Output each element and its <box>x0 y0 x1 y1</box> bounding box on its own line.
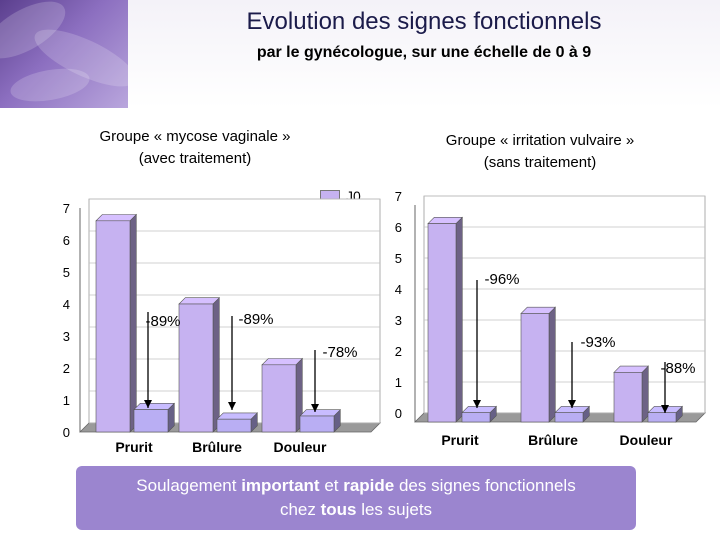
reduction-annotation-0: -96% <box>484 271 519 288</box>
banner-text-4: chez <box>279 500 321 519</box>
annotation-arrowhead-1 <box>568 400 576 408</box>
banner-strong-rapide: rapide <box>343 476 395 495</box>
y-tick-label: 7 <box>63 201 70 216</box>
y-tick-label: 7 <box>395 189 402 204</box>
reduction-annotation-1: -93% <box>580 334 615 351</box>
bar-top-j0-0 <box>427 217 464 224</box>
group-left-line1: Groupe « mycose vaginale » <box>99 128 291 145</box>
y-tick-label: 1 <box>395 375 402 390</box>
bar-side-j0-1 <box>548 306 556 423</box>
category-label-1: Brûlure <box>192 439 242 455</box>
reduction-annotation-0: -89% <box>145 313 180 330</box>
bar-top-j0-2 <box>613 365 650 373</box>
bar-side-j0-2 <box>641 365 649 423</box>
bar-j7-0 <box>133 409 169 433</box>
category-label-0: Prurit <box>441 432 479 448</box>
bar-j7-2 <box>647 412 677 423</box>
reduction-annotation-2: -78% <box>322 344 357 361</box>
bar-j7-2 <box>299 415 335 433</box>
annotation-arrowhead-2 <box>661 405 669 413</box>
header-background <box>128 0 720 108</box>
group-right-line1: Groupe « irritation vulvaire » <box>445 132 635 149</box>
annotation-arrowhead-2 <box>311 404 319 412</box>
y-tick-label: 0 <box>63 425 70 440</box>
bar-top-j0-1 <box>520 306 557 314</box>
slide-title: Evolution des signes fonctionnels <box>246 8 602 35</box>
plot-back-wall <box>423 195 706 414</box>
group-left-line2: (avec traitement) <box>138 150 252 167</box>
category-label-2: Douleur <box>620 432 673 448</box>
reduction-annotation-2: -88% <box>660 360 695 377</box>
y-tick-label: 4 <box>63 297 70 312</box>
y-tick-label: 5 <box>395 251 402 266</box>
bar-j7-1 <box>554 412 584 423</box>
y-tick-label: 0 <box>395 406 402 421</box>
bar-j0-1 <box>178 303 214 433</box>
y-tick-label: 2 <box>63 361 70 376</box>
bar-side-j0-0 <box>455 216 463 423</box>
banner-text-1: Soulagement <box>136 476 242 495</box>
bar-j0-0 <box>95 220 131 433</box>
annotation-arrowhead-0 <box>144 400 152 408</box>
bar-j0-0 <box>427 223 457 423</box>
banner-strong-tous: tous <box>320 500 357 519</box>
bar-j0-1 <box>520 313 550 423</box>
banner-text-5: les sujets <box>356 500 433 519</box>
slide-subtitle: par le gynécologue, sur une échelle de 0… <box>256 44 592 61</box>
y-tick-label: 5 <box>63 265 70 280</box>
y-tick-label: 2 <box>395 344 402 359</box>
conclusion-banner: Soulagement important et rapide des sign… <box>76 466 636 530</box>
annotation-arrowhead-1 <box>228 402 236 410</box>
y-tick-label: 4 <box>395 282 402 297</box>
y-tick-label: 3 <box>63 329 70 344</box>
bar-j7-0 <box>461 412 491 423</box>
annotation-arrowhead-0 <box>473 400 481 408</box>
bar-top-j7-0 <box>461 406 498 414</box>
category-label-2: Douleur <box>274 439 327 455</box>
group-right-line2: (sans traitement) <box>483 154 597 171</box>
category-label-1: Brûlure <box>528 432 578 448</box>
bar-j0-2 <box>261 364 297 433</box>
group-label-left: Groupe « mycose vaginale » (avec traitem… <box>60 126 330 170</box>
decorative-flower-image <box>0 0 128 108</box>
y-tick-label: 1 <box>63 393 70 408</box>
banner-text-3: des signes fonctionnels <box>394 476 576 495</box>
bar-j0-2 <box>613 372 643 423</box>
y-tick-label: 6 <box>63 233 70 248</box>
banner-strong-important: important <box>241 476 320 495</box>
bar-j7-1 <box>216 418 252 433</box>
group-label-right: Groupe « irritation vulvaire » (sans tra… <box>400 130 680 174</box>
category-label-0: Prurit <box>115 439 153 455</box>
y-tick-label: 6 <box>395 220 402 235</box>
y-tick-label: 3 <box>395 313 402 328</box>
reduction-annotation-1: -89% <box>238 311 273 328</box>
banner-text-2: et <box>319 476 344 495</box>
